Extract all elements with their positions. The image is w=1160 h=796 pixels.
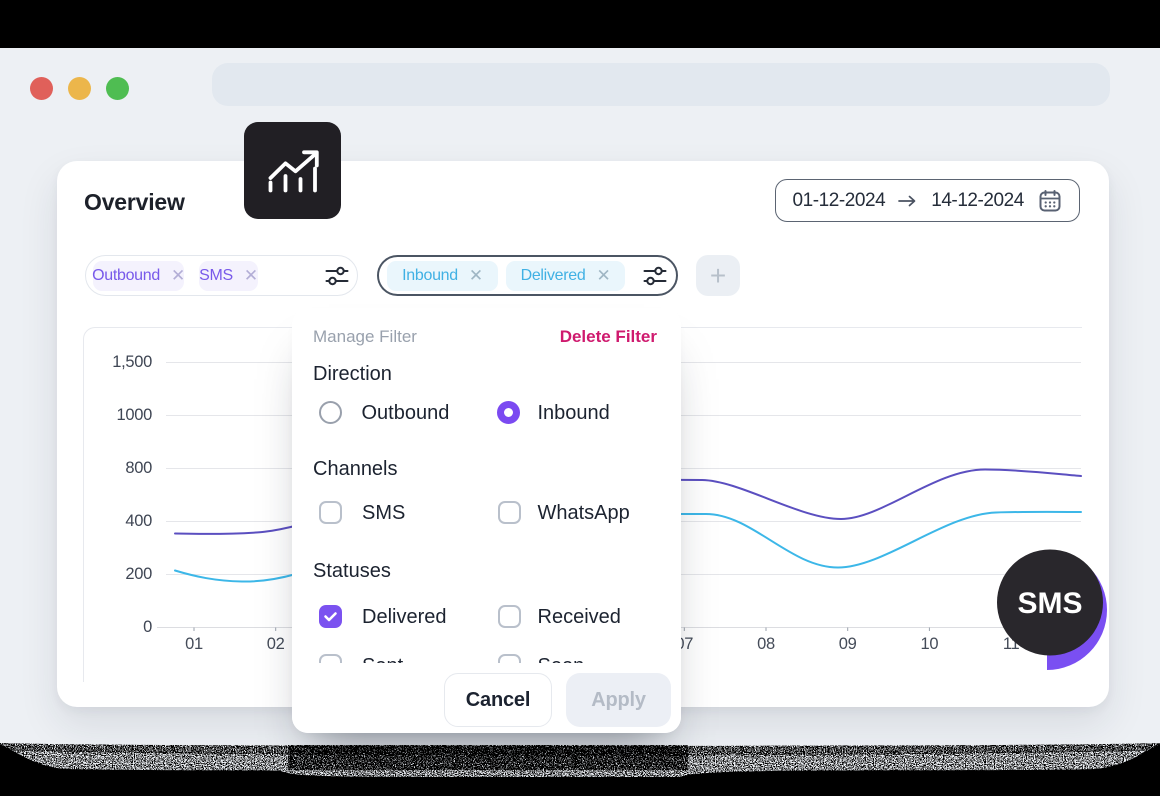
svg-text:SMS: SMS: [1017, 587, 1082, 620]
